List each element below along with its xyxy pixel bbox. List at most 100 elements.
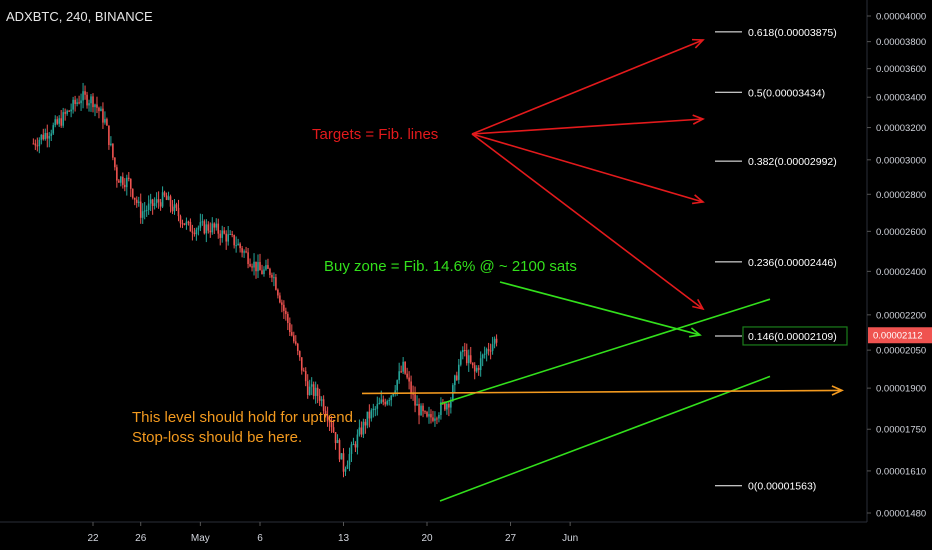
y-tick-label: 0.00002050 bbox=[876, 346, 926, 357]
candle-body bbox=[292, 335, 295, 342]
candle-body bbox=[52, 125, 55, 134]
candle-body bbox=[161, 192, 164, 207]
candle-body bbox=[120, 176, 122, 183]
candle-body bbox=[354, 444, 357, 448]
candle-body bbox=[352, 444, 355, 446]
candle-body bbox=[410, 381, 412, 394]
candle-body bbox=[342, 453, 345, 472]
candle-body bbox=[469, 355, 472, 363]
candle-body bbox=[334, 432, 337, 444]
candle-body bbox=[209, 230, 212, 233]
support-note-line1: This level should hold for uptrend. bbox=[132, 409, 357, 426]
x-tick-label: 13 bbox=[338, 533, 350, 544]
candle-body bbox=[187, 221, 190, 223]
candle-body bbox=[149, 199, 152, 204]
x-tick-label: May bbox=[191, 533, 210, 544]
candle-body bbox=[116, 167, 118, 181]
candle-body bbox=[430, 414, 432, 418]
candle-body bbox=[458, 364, 460, 380]
candle-body bbox=[491, 344, 494, 351]
candle-body bbox=[40, 134, 43, 140]
candle-body bbox=[287, 313, 289, 323]
candle-body bbox=[306, 381, 309, 395]
candle-body bbox=[440, 402, 442, 415]
candle-body bbox=[277, 289, 279, 296]
candle-body bbox=[448, 403, 450, 408]
candle-body bbox=[253, 261, 255, 268]
y-tick-label: 0.00002400 bbox=[876, 267, 926, 278]
candle-body bbox=[72, 99, 74, 110]
y-tick-label: 0.00002200 bbox=[876, 310, 926, 321]
y-tick-label: 0.00001900 bbox=[876, 384, 926, 395]
candle-body bbox=[346, 464, 349, 469]
candle-body bbox=[229, 234, 231, 236]
candle-body bbox=[364, 421, 367, 426]
fib-level-label: 0.146(0.00002109) bbox=[748, 331, 837, 343]
candle-body bbox=[191, 231, 194, 233]
candle-body bbox=[139, 201, 142, 218]
candle-body bbox=[269, 268, 271, 275]
candle-body bbox=[376, 404, 379, 409]
target-arrow-head bbox=[691, 194, 705, 205]
candle-body bbox=[221, 230, 224, 238]
candle-body bbox=[44, 132, 47, 140]
candle-body bbox=[489, 350, 492, 352]
candle-body bbox=[251, 266, 253, 268]
candle-body bbox=[493, 338, 496, 345]
candle-body bbox=[125, 177, 128, 188]
buy-zone-arrow-head bbox=[689, 327, 702, 338]
candle-body bbox=[177, 207, 180, 217]
fib-level-label: 0.618(0.00003875) bbox=[748, 27, 837, 39]
candle-body bbox=[239, 243, 241, 249]
candle-body bbox=[291, 332, 293, 336]
candle-body bbox=[279, 295, 281, 303]
candle-body bbox=[450, 400, 452, 408]
candle-body bbox=[471, 362, 474, 366]
candle-body bbox=[112, 143, 114, 158]
fib-level-label: 0.5(0.00003434) bbox=[748, 87, 825, 99]
candle-body bbox=[473, 365, 476, 372]
y-tick-label: 0.00003000 bbox=[876, 155, 926, 166]
x-tick-label: Jun bbox=[562, 533, 578, 544]
candle-body bbox=[173, 204, 176, 212]
candle-body bbox=[320, 399, 323, 401]
candle-body bbox=[467, 355, 470, 364]
candle-body bbox=[225, 233, 228, 242]
candle-body bbox=[479, 358, 482, 371]
candle-body bbox=[298, 351, 301, 358]
candle-body bbox=[378, 402, 381, 405]
candle-body bbox=[350, 444, 353, 454]
candle-body bbox=[314, 387, 317, 396]
candle-body bbox=[296, 343, 299, 352]
candle-body bbox=[358, 427, 361, 435]
candle-body bbox=[402, 361, 404, 372]
candle-body bbox=[310, 384, 313, 387]
candle-body bbox=[304, 371, 307, 382]
support-note-line2: Stop-loss should be here. bbox=[132, 429, 302, 446]
candle-body bbox=[386, 401, 389, 405]
candle-body bbox=[195, 229, 198, 235]
candle-body bbox=[127, 177, 130, 179]
candle-body bbox=[438, 414, 440, 419]
candle-body bbox=[444, 402, 446, 410]
support-line bbox=[361, 389, 843, 395]
candle-body bbox=[380, 399, 383, 403]
candle-body bbox=[394, 390, 396, 394]
candle-body bbox=[420, 405, 422, 416]
candle-body bbox=[330, 422, 333, 428]
candle-body bbox=[143, 210, 146, 212]
candle-body bbox=[70, 109, 72, 112]
candle-body bbox=[372, 408, 375, 411]
candle-body bbox=[163, 192, 166, 196]
candle-body bbox=[461, 350, 464, 353]
candle-body bbox=[189, 221, 192, 232]
candle-body bbox=[151, 199, 154, 206]
candle-body bbox=[477, 367, 480, 371]
candle-body bbox=[167, 196, 170, 200]
candle-body bbox=[432, 417, 434, 421]
target-arrow-line bbox=[471, 133, 704, 310]
candle-body bbox=[217, 223, 220, 234]
candle-body bbox=[36, 145, 39, 147]
candle-body bbox=[211, 223, 214, 233]
